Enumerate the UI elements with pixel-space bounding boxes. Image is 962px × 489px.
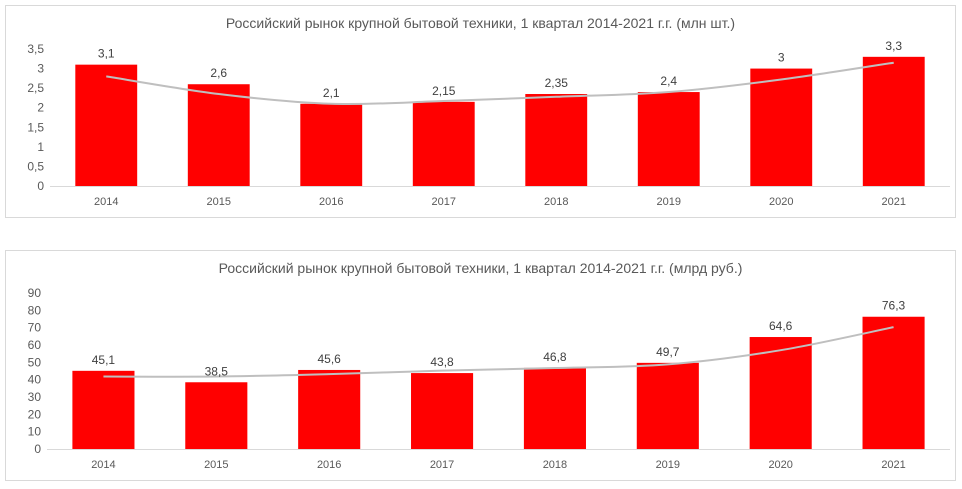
chart-2-title: Российский рынок крупной бытовой техники… (218, 260, 743, 276)
chart-1-data-label: 2,6 (210, 66, 227, 80)
chart-1-ytick-label: 2 (37, 101, 44, 115)
chart-1-x-label: 2015 (207, 196, 231, 208)
chart-2-bar-2019 (636, 362, 699, 449)
chart-1-ytick-label: 3 (37, 62, 44, 76)
chart-2-x-label: 2014 (91, 459, 115, 471)
chart-1-data-label: 2,15 (432, 84, 456, 98)
chart-1-ytick-label: 0 (37, 179, 44, 193)
chart-2-data-label: 45,1 (92, 353, 116, 367)
chart-2-trendline (103, 326, 894, 378)
chart-2-x-label: 2018 (543, 459, 567, 471)
chart-2-ytick-label: 20 (28, 407, 42, 421)
chart-1-ytick-label: 1,5 (27, 120, 44, 134)
chart-1-x-label: 2016 (319, 196, 343, 208)
chart-1-bar-2021 (862, 56, 925, 187)
chart-2-x-label: 2020 (768, 459, 792, 471)
chart-2-bar-2021 (862, 316, 925, 449)
chart-1-bar-2017 (412, 101, 475, 186)
chart-2-x-label: 2016 (317, 459, 341, 471)
chart-2-bar-2017 (411, 373, 474, 449)
chart-1-ytick-label: 2,5 (27, 81, 44, 95)
chart-2-ytick-label: 0 (34, 442, 41, 456)
chart-2-ytick-label: 50 (28, 355, 42, 369)
chart-1-x-label: 2020 (769, 196, 793, 208)
chart-2-data-label: 46,8 (543, 350, 567, 364)
chart-1-data-label: 2,4 (660, 74, 677, 88)
chart-1-plot: 0 0,5 1 1,5 2 2,5 3 3,5 3,1 2,6 2,1 2,15 2,35 2,4 3 3,3… (27, 39, 950, 208)
chart-2-container: Российский рынок крупной бытовой техники… (5, 250, 956, 481)
chart-1-data-label: 2,35 (545, 76, 569, 90)
chart-1-bar-2015 (187, 84, 250, 186)
chart-2-data-label: 49,7 (656, 345, 680, 359)
chart-1-bar-2020 (750, 68, 813, 186)
chart-2-ytick-label: 30 (28, 390, 42, 404)
chart-1-x-label: 2018 (544, 196, 568, 208)
chart-1-ytick-label: 3,5 (27, 42, 44, 56)
chart-1-data-label: 3,3 (885, 39, 902, 53)
chart-2-plot: 0 10 20 30 40 50 60 70 80 90 45,1 38,5 45,6 43,8 46,8 4… (28, 286, 950, 471)
chart-1-x-label: 2014 (94, 196, 118, 208)
chart-2-ytick-label: 60 (28, 338, 42, 352)
chart-2-x-label: 2019 (656, 459, 680, 471)
chart-2-x-label: 2021 (881, 459, 905, 471)
chart-1-ytick-label: 0,5 (27, 159, 44, 173)
chart-2-bar-2020 (749, 337, 812, 449)
chart-2-bar-2015 (185, 382, 248, 449)
chart-2-ytick-label: 70 (28, 321, 42, 335)
chart-2-data-label: 76,3 (882, 299, 906, 313)
chart-2-data-label: 64,6 (769, 319, 793, 333)
chart-2-x-label: 2017 (430, 459, 454, 471)
chart-1-bar-2016 (300, 103, 363, 186)
chart-1-title: Российский рынок крупной бытовой техники… (225, 15, 736, 31)
chart-2-x-label: 2015 (204, 459, 228, 471)
chart-2-bar-2014 (72, 370, 135, 449)
chart-2-data-label: 43,8 (430, 355, 454, 369)
chart-1-x-label: 2019 (657, 196, 681, 208)
chart-2-data-label: 38,5 (205, 364, 229, 378)
chart-2-ytick-label: 80 (28, 303, 42, 317)
chart-2-data-label: 45,6 (318, 352, 342, 366)
chart-2-ytick-label: 90 (28, 286, 42, 300)
chart-1-bar-2014 (75, 64, 138, 186)
chart-1-ytick-label: 1 (37, 140, 44, 154)
chart-1-bar-2019 (637, 92, 700, 186)
chart-2-bar-2016 (298, 369, 361, 449)
chart-1-container: Российский рынок крупной бытовой техники… (5, 5, 956, 218)
chart-1-data-label: 2,1 (323, 86, 340, 100)
chart-2-bar-2018 (523, 367, 586, 449)
chart-1-data-label: 3,1 (98, 47, 115, 61)
chart-1-x-label: 2021 (882, 196, 906, 208)
chart-1-data-label: 3 (778, 51, 785, 65)
chart-1-bar-2018 (525, 94, 588, 186)
chart-1-trendline (106, 61, 894, 106)
chart-1-x-label: 2017 (432, 196, 456, 208)
chart-2-ytick-label: 10 (28, 425, 42, 439)
chart-2-ytick-label: 40 (28, 373, 42, 387)
